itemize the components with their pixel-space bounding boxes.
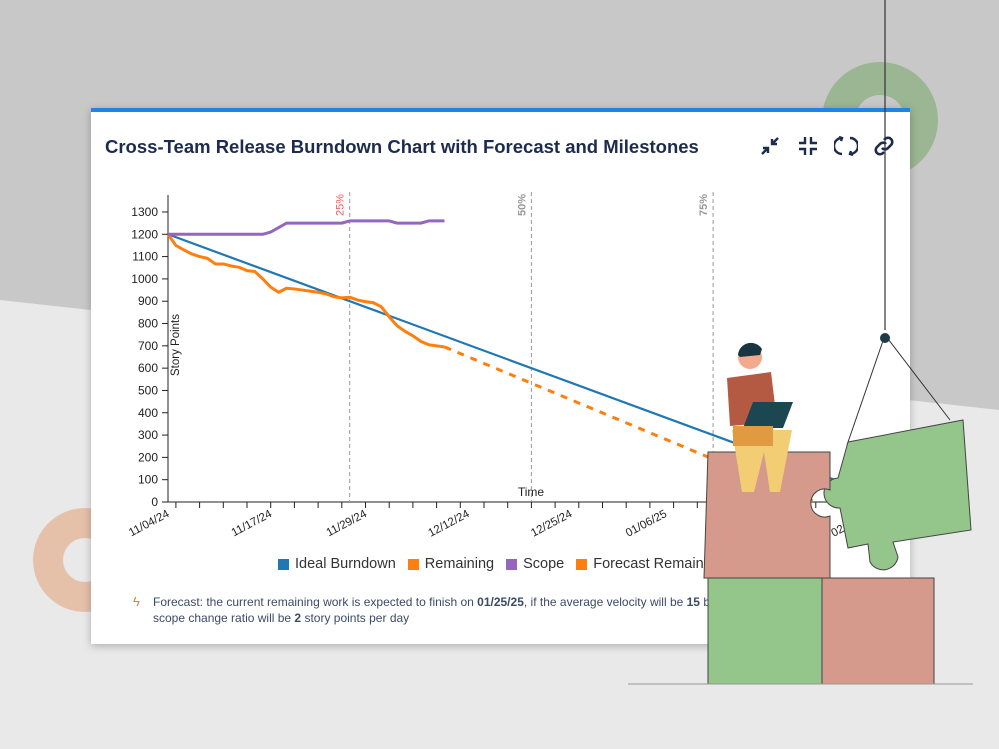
legend-item-ideal[interactable]: Ideal Burndown (278, 556, 396, 572)
legend-item-remaining[interactable]: Remaining (407, 556, 495, 572)
y-tick-label: 0 (151, 495, 158, 509)
y-tick-label: 1100 (132, 250, 158, 264)
milestone-label: 50% (516, 194, 528, 216)
series-scope (168, 219, 445, 236)
y-tick-label: 300 (138, 428, 158, 442)
y-tick-label: 100 (138, 473, 158, 487)
y-tick-label: 1300 (131, 205, 158, 219)
legend-label: Remaining (424, 556, 495, 572)
y-tick-label: 800 (138, 317, 158, 331)
y-tick-label: 700 (138, 339, 158, 353)
y-tick-label: 600 (138, 361, 158, 375)
exit-fullscreen-icon[interactable] (796, 134, 820, 158)
y-tick-label: 400 (138, 406, 158, 420)
refresh-icon[interactable] (832, 134, 860, 158)
y-tick-label: 1000 (131, 272, 158, 286)
collapse-icon[interactable] (758, 134, 782, 158)
lightning-icon: ϟ (133, 594, 140, 609)
legend-item-scope[interactable]: Scope (506, 556, 564, 572)
legend-label: Scope (523, 556, 565, 572)
series-forecast-remaining (443, 345, 817, 504)
milestone-label: 75% (698, 194, 710, 216)
y-tick-label: 900 (138, 294, 158, 308)
y-tick-label: 200 (138, 450, 158, 464)
milestone-label: 25% (335, 194, 347, 216)
chart-title: Cross-Team Release Burndown Chart with F… (105, 136, 699, 157)
y-tick-label: 1200 (131, 227, 158, 241)
y-tick-label: 500 (138, 383, 158, 397)
legend-label: Forecast Remaining (593, 556, 723, 572)
series-remaining (166, 233, 445, 349)
y-axis-label: Story Points (170, 314, 182, 376)
legend-item-forecast[interactable]: Forecast Remaining (576, 556, 723, 572)
x-axis-label: Time (518, 485, 545, 499)
legend: Ideal Burndown Remaining Scope Forecast … (91, 556, 910, 572)
legend-label: Ideal Burndown (295, 556, 396, 572)
